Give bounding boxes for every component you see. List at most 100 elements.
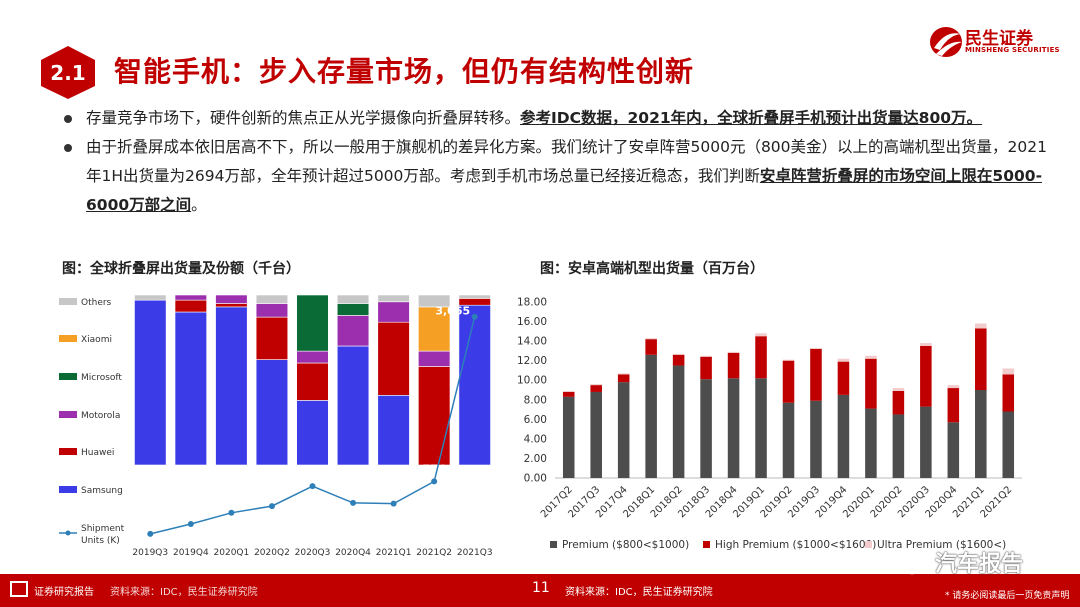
x-tick-label: 2021Q1: [376, 548, 412, 558]
bar-segment: [134, 299, 167, 466]
shipment-point: [228, 509, 235, 516]
bar-segment: [215, 294, 248, 304]
y-tick-label: 16.00: [517, 316, 547, 328]
x-tick-label: 2019Q3: [132, 548, 168, 558]
bar-segment: [700, 379, 712, 478]
bar-segment: [837, 394, 850, 478]
footer-source: 资料来源：IDC，民生证券研究院: [565, 587, 713, 598]
legend-label: Motorola: [81, 411, 120, 421]
bullet-emphasis: 安卓阵营折叠屏的市场空间上限在5000-6000万部之间: [86, 167, 1042, 214]
bar-segment: [418, 350, 451, 367]
shipment-label: 3,065: [435, 305, 470, 318]
logo-cn: 民生证券: [965, 29, 1033, 49]
bar-segment: [975, 328, 987, 390]
y-tick-label: 12.00: [517, 355, 547, 367]
x-tick-label: 2020Q4: [335, 548, 371, 558]
bar-segment: [810, 348, 822, 401]
bar-segment: [562, 390, 575, 392]
y-tick-label: 4.00: [524, 433, 547, 445]
bar-segment: [837, 361, 850, 395]
x-tick-label: 2019Q4: [173, 548, 209, 558]
bar-segment: [418, 366, 451, 466]
report-icon: [10, 581, 28, 597]
left-figure-title: 图：全球折叠屏出货量及份额（千台）: [62, 261, 300, 277]
bar-segment: [336, 294, 370, 304]
bullet-tail: 。: [191, 196, 207, 214]
bullet-item: 由于折叠屏成本依旧居高不下，所以一般用于旗舰机的差异化方案。我们统计了安卓阵营5…: [62, 133, 1052, 220]
bar-segment: [590, 385, 602, 392]
shipment-point: [309, 483, 316, 490]
legend-label: High Premium ($1000<$1600): [715, 539, 876, 551]
disclaimer: * 请务必阅读最后一页免责声明: [945, 591, 1070, 601]
bar-segment: [255, 316, 289, 360]
logo-en: MINSHENG SECURITIES: [965, 46, 1060, 54]
wechat-icon: [896, 549, 928, 575]
x-tick-label: 2020Q3: [295, 548, 331, 558]
bar-segment: [617, 374, 630, 383]
bullet-text: 由于折叠屏成本依旧居高不下，所以一般用于旗舰机的差异化方案。我们统计了安卓阵营5…: [86, 138, 1047, 185]
legend-swatch: [59, 298, 77, 305]
legend-label: Xiaomi: [81, 335, 112, 345]
bar-segment: [920, 346, 932, 407]
shipment-label: 337: [220, 494, 243, 507]
bar-segment: [920, 343, 932, 346]
bar-segment: [645, 354, 657, 478]
y-tick-label: 18.00: [517, 297, 547, 309]
shipment-point: [268, 503, 275, 510]
minsheng-logo: [930, 27, 962, 57]
footer-source-left: 资料来源：IDC，民生证券研究院: [110, 587, 258, 598]
legend-swatch: [59, 448, 77, 455]
bullet-dot: [64, 115, 72, 123]
bar-segment: [672, 365, 685, 478]
bar-segment: [782, 360, 795, 403]
legend-label: Premium ($800<$1000): [562, 539, 689, 551]
bar-segment: [255, 294, 289, 304]
bar-segment: [418, 294, 451, 308]
bar-segment: [920, 406, 932, 478]
section-badge: 2.1: [41, 46, 95, 99]
bar-segment: [672, 353, 685, 355]
shipment-label: 465: [382, 485, 405, 498]
shipment-label: 774: [423, 462, 446, 475]
bar-segment: [174, 299, 207, 313]
bar-segment: [458, 294, 491, 299]
bar-segment: [892, 390, 905, 415]
bar-segment: [377, 321, 410, 396]
shipment-label: 181: [179, 505, 202, 518]
bar-segment: [947, 385, 960, 389]
shipment-point: [431, 478, 438, 485]
legend-label: Ultra Premium ($1600<): [877, 539, 1006, 551]
bar-segment: [755, 336, 767, 379]
bar-segment: [947, 388, 960, 423]
bar-segment: [892, 414, 905, 478]
bar-segment: [727, 378, 740, 478]
legend-label: Microsoft: [81, 373, 122, 383]
legend-label: Huawei: [81, 448, 114, 458]
legend-label: Samsung: [81, 486, 123, 496]
legend-swatch: [59, 373, 77, 380]
bar-segment: [975, 390, 987, 478]
bar-segment: [810, 400, 822, 478]
bar-segment: [255, 359, 289, 466]
legend-swatch: [59, 411, 77, 418]
bullet-dot: [64, 144, 72, 152]
bar-segment: [458, 304, 491, 466]
bar-segment: [865, 408, 877, 478]
bar-segment: [782, 402, 795, 478]
bullet-text: 存量竞争市场下，硬件创新的焦点正从光学摄像向折叠屏转移。: [86, 109, 521, 127]
bar-segment: [1002, 411, 1015, 478]
legend-label: Shipment: [81, 524, 125, 534]
bar-segment: [617, 382, 630, 478]
y-tick-label: 6.00: [524, 414, 547, 426]
shipment-point: [187, 520, 194, 527]
bar-segment: [617, 373, 630, 375]
legend-swatch: [865, 541, 872, 548]
y-tick-label: 14.00: [517, 336, 547, 348]
y-tick-label: 10.00: [517, 375, 547, 387]
bar-segment: [296, 400, 329, 466]
shipment-label: 474: [342, 484, 365, 497]
foldable-shipment-chart: 2019Q3 2019Q4 2020Q1 2020Q2 2020Q3 2020Q4 2021…: [59, 294, 493, 558]
bar-segment: [562, 391, 575, 397]
shipment-point: [471, 313, 478, 320]
shipment-label: 430: [260, 487, 283, 500]
